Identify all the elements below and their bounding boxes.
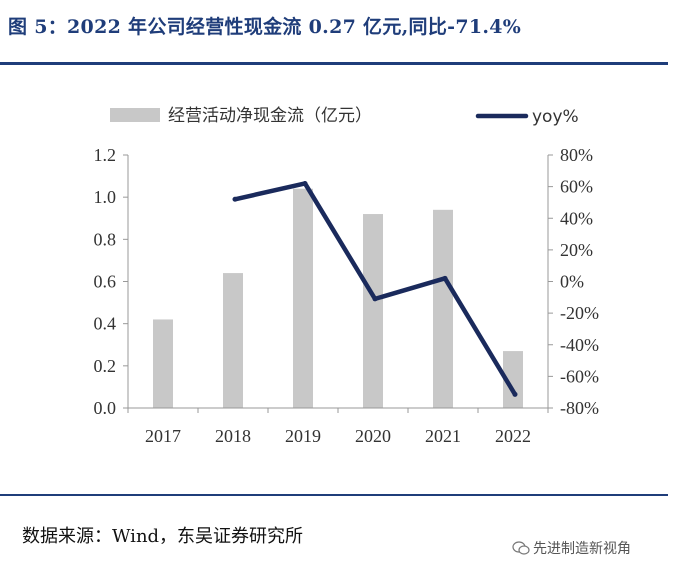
right-axis-tick-label: -80% [560, 398, 599, 418]
legend-line-label: yoy% [532, 107, 579, 127]
yoy-point-2019 [302, 180, 308, 186]
x-axis-tick-label: 2019 [285, 426, 321, 446]
wechat-icon [512, 541, 530, 555]
bar-2017 [153, 319, 173, 408]
left-axis-tick-label: 1.2 [94, 145, 117, 165]
left-axis-tick-label: 0.4 [94, 314, 117, 334]
bar-2019 [293, 188, 313, 408]
bar-2018 [223, 273, 243, 408]
right-axis-tick-label: 60% [560, 177, 593, 197]
x-axis-tick-label: 2021 [425, 426, 461, 446]
data-source-note: 数据来源：Wind，东吴证券研究所 [22, 526, 304, 547]
right-axis-tick-label: 40% [560, 208, 593, 228]
right-axis-tick-label: 0% [560, 272, 584, 292]
left-axis-tick-label: 0.8 [94, 229, 117, 249]
chart-title: 图 5：2022 年公司经营性现金流 0.27 亿元,同比-71.4% [8, 16, 522, 38]
right-axis-tick-label: -40% [560, 335, 599, 355]
bar-series [153, 188, 523, 408]
right-axis-tick-label: 20% [560, 240, 593, 260]
yoy-point-2021 [442, 275, 448, 281]
line-series [232, 180, 518, 397]
x-axis-tick-label: 2020 [355, 426, 391, 446]
left-axis-tick-label: 0.2 [94, 356, 117, 376]
axes: 0.0 0.2 0.4 0.6 0.8 1.0 1.2 -80% -60% -40% -20% 0% 2… [94, 145, 600, 446]
left-axis-tick-label: 0.6 [94, 272, 117, 292]
legend-bar-label: 经营活动净现金流（亿元） [168, 106, 372, 126]
x-axis-tick-label: 2017 [145, 426, 181, 446]
left-axis-tick-label: 0.0 [94, 398, 117, 418]
x-axis-tick-label: 2018 [215, 426, 251, 446]
watermark-text: 先进制造新视角 [533, 541, 631, 557]
right-axis-tick-label: -20% [560, 303, 599, 323]
right-axis-tick-label: -60% [560, 366, 599, 386]
legend: 经营活动净现金流（亿元） yoy% [110, 106, 579, 127]
yoy-point-2022 [512, 391, 518, 397]
watermark: 先进制造新视角 [512, 538, 631, 558]
bar-2021 [433, 209, 453, 408]
legend-bar-swatch [110, 108, 160, 122]
footer-divider [0, 494, 668, 496]
yoy-point-2020 [372, 296, 378, 302]
left-axis-tick-label: 1.0 [94, 187, 117, 207]
right-axis-tick-label: 80% [560, 145, 593, 165]
bar-2022 [503, 351, 523, 408]
bar-2020 [363, 214, 383, 408]
x-axis-tick-label: 2022 [495, 426, 531, 446]
yoy-point-2018 [232, 196, 238, 202]
title-divider [0, 62, 668, 65]
